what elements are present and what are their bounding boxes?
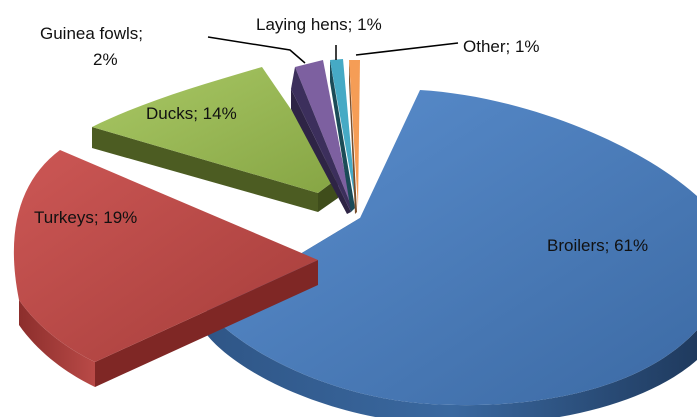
data-label-guinea-fowls-line1: Guinea fowls; [40, 24, 143, 43]
slice-guinea-fowls-top [295, 60, 351, 205]
leader-line-guinea-fowls [207, 36, 306, 64]
slice-laying-hens [330, 59, 356, 212]
data-label-turkeys: Turkeys; 19% [34, 208, 137, 227]
slice-broilers-side [207, 310, 697, 417]
slice-turkeys-top [13, 150, 319, 362]
slice-guinea-fowls-side [291, 89, 351, 214]
data-label-other: Other; 1% [463, 37, 540, 56]
data-label-ducks: Ducks; 14% [146, 104, 237, 123]
data-label-laying-hens: Laying hens; 1% [256, 15, 382, 34]
data-label-guinea-fowls-line2: 2% [93, 50, 118, 69]
slice-other [349, 60, 360, 214]
leader-line-other [355, 42, 459, 56]
slice-guinea-fowls [291, 60, 351, 214]
slice-other-top [349, 60, 360, 208]
slice-ducks-side [92, 127, 318, 212]
slice-ducks-top [92, 67, 338, 193]
slice-turkeys-front [95, 260, 318, 387]
slice-other-side [349, 60, 357, 214]
slice-broilers-top [207, 90, 697, 406]
slice-laying-hens-side [330, 60, 355, 212]
slice-turkeys-side [19, 300, 95, 387]
slice-turkeys [13, 150, 319, 387]
slice-laying-hens-top [330, 59, 356, 205]
data-label-broilers: Broilers; 61% [547, 236, 648, 255]
